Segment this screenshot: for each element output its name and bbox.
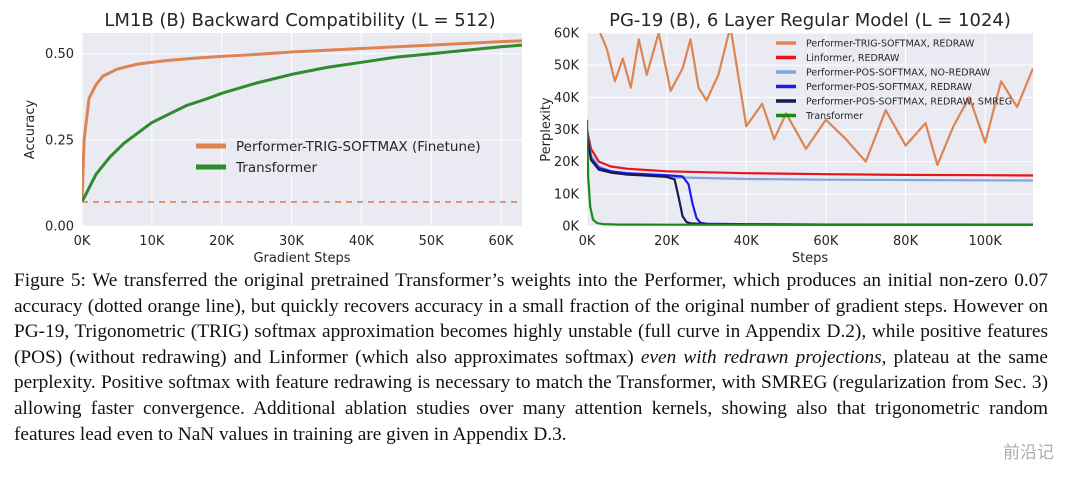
x-axis-label: Steps (792, 251, 829, 266)
caption-text-1: We transferred the original pretrained T… (14, 270, 1048, 368)
y-tick-label: 10K (554, 187, 580, 202)
chart-title: LM1B (B) Backward Compatibility (L = 512… (104, 10, 495, 31)
legend-label: Performer-POS-SOFTMAX, REDRAW, SMREG (806, 97, 1012, 108)
figure-caption: Figure 5: We transferred the original pr… (14, 268, 1048, 447)
caption-text-2: , plateau at the same perplexity. Positi… (14, 346, 1048, 445)
y-tick-label: 0K (562, 220, 579, 235)
watermark-logo: 前沿记 (1003, 443, 1054, 463)
caption-label: Figure 5: (14, 270, 86, 291)
y-tick-label: 20K (554, 155, 580, 170)
series-line-performer-trig-softmax-redraw (599, 33, 1033, 166)
x-tick-label: 30K (279, 234, 305, 249)
x-tick-label: 20K (209, 234, 235, 249)
x-tick-label: 0K (579, 234, 596, 249)
y-tick-label: 0.50 (45, 47, 74, 62)
y-tick-label: 0.00 (45, 220, 74, 235)
legend-label: Performer-POS-SOFTMAX, REDRAW (806, 82, 972, 93)
y-tick-label: 60K (554, 27, 580, 42)
chart-title: PG-19 (B), 6 Layer Regular Model (L = 10… (609, 10, 1011, 31)
chart-pg19: 0K 10K 20K 30K 40K 50K 60K 0K 20K 40K 60K 80K 100K PG… (539, 10, 1033, 266)
x-tick-label: 10K (139, 234, 165, 249)
y-axis-label: Accuracy (23, 100, 38, 160)
x-tick-label: 20K (654, 234, 680, 249)
x-tick-label: 100K (969, 234, 1003, 249)
series-line-transformer (587, 119, 1033, 226)
x-tick-label: 40K (734, 234, 760, 249)
series-line-transformer (82, 43, 522, 203)
y-tick-label: 40K (554, 91, 580, 106)
caption-emphasis: even with redrawn projections (640, 346, 882, 368)
legend: Performer-TRIG-SOFTMAX, REDRAW Linformer,… (776, 39, 1012, 122)
series-group (82, 39, 522, 203)
plot-area (82, 33, 522, 226)
y-axis-label: Perplexity (539, 97, 554, 162)
legend: Performer-TRIG-SOFTMAX (Finetune) Transfo… (196, 139, 481, 176)
legend-label: Linformer, REDRAW (806, 53, 900, 64)
legend-label: Performer-TRIG-SOFTMAX (Finetune) (236, 139, 481, 155)
x-tick-label: 60K (489, 234, 515, 249)
x-tick-label: 0K (74, 234, 91, 249)
series-line-linformer-redraw (587, 129, 1033, 177)
y-tick-label: 0.25 (45, 133, 74, 148)
x-tick-label: 80K (893, 234, 919, 249)
x-axis-label: Gradient Steps (253, 251, 350, 266)
legend-label: Transformer (235, 160, 317, 176)
legend-label: Transformer (805, 111, 863, 122)
y-tick-label: 50K (554, 59, 580, 74)
series-group (587, 33, 1033, 226)
y-tick-label: 30K (554, 123, 580, 138)
legend-label: Performer-TRIG-SOFTMAX, REDRAW (806, 39, 975, 50)
x-tick-label: 40K (349, 234, 375, 249)
x-tick-label: 60K (813, 234, 839, 249)
x-tick-label: 50K (419, 234, 445, 249)
legend-label: Performer-POS-SOFTMAX, NO-REDRAW (806, 68, 991, 79)
chart-lm1b: 0.00 0.25 0.50 0K 10K 20K 30K 40K 50K 60K LM1B (B)… (23, 10, 522, 266)
figure-5: 0.00 0.25 0.50 0K 10K 20K 30K 40K 50K 60K LM1B (B)… (23, 10, 1033, 266)
series-line-performer-trig-softmax-finetune (82, 39, 522, 202)
